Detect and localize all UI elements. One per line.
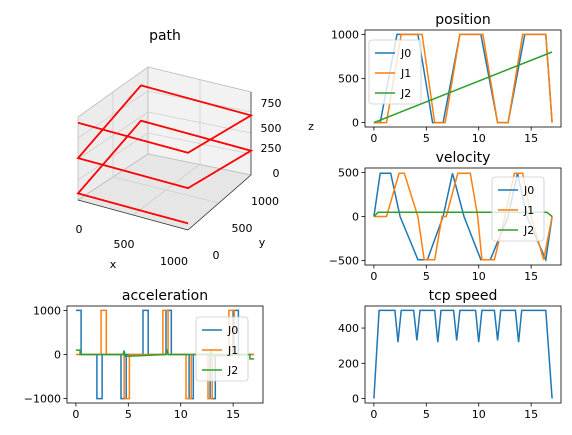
- x-tick-label: 0: [72, 408, 79, 421]
- legend-label: J2: [400, 87, 411, 100]
- position-plot: position 0 5 10 15 0 500 1000 J0 J1 J2: [331, 12, 562, 145]
- y-tick-label: 500: [232, 222, 253, 235]
- x-tick-label: 10: [472, 132, 486, 145]
- x-tick-label: 10: [472, 408, 486, 421]
- series-line-tcp: [373, 309, 553, 399]
- legend-label: J0: [523, 184, 534, 197]
- y-tick-label: 500: [338, 166, 359, 179]
- plot-title: position: [435, 12, 490, 28]
- legend: J0 J1 J2: [491, 176, 545, 242]
- legend-frame: [195, 316, 249, 382]
- plot-frame: [364, 305, 562, 404]
- x-axis-label: x: [110, 258, 117, 271]
- legend-label: J0: [227, 324, 238, 337]
- x-tick-label: 15: [524, 408, 538, 421]
- legend-label: J2: [227, 364, 238, 377]
- legend-label: J0: [400, 47, 411, 60]
- velocity-plot: velocity 0 5 10 15 −500 0 500 J0 J1 J2: [329, 150, 562, 283]
- series-group: [373, 309, 553, 399]
- y-tick-label: 1000: [33, 304, 61, 317]
- y-axis-label: y: [259, 236, 266, 249]
- z-axis-label: z: [308, 120, 314, 133]
- tcp-speed-plot: tcp speed 0 5 10 15 0 200 400: [338, 288, 562, 421]
- legend-label: J1: [400, 67, 411, 80]
- z-tick-label: 250: [261, 142, 282, 155]
- x-tick-label: 500: [114, 238, 135, 251]
- y-tick-label: 0: [54, 349, 61, 362]
- y-tick-label: −1000: [24, 393, 61, 406]
- series-line-j2: [373, 211, 553, 218]
- x-tick-label: 1000: [160, 255, 188, 268]
- legend-frame: [368, 39, 422, 105]
- x-tick-label: 5: [125, 408, 132, 421]
- y-tick-label: 400: [338, 322, 359, 335]
- x-tick-label: 15: [226, 408, 240, 421]
- y-tick-label: 200: [338, 357, 359, 370]
- z-tick-label: 750: [261, 97, 282, 110]
- path-3d-line: [76, 84, 254, 225]
- legend-label: J1: [227, 344, 238, 357]
- acceleration-plot: acceleration 0 5 10 15 −1000 0 1000 J0 J1 J2: [24, 288, 264, 421]
- series-line-j1: [373, 33, 553, 124]
- x-tick-label: 5: [423, 132, 430, 145]
- legend: J0 J1 J2: [195, 316, 249, 382]
- x-tick-label: 15: [524, 270, 538, 283]
- path-x-ticks: 0 500 1000 x: [76, 223, 189, 271]
- series-group: [373, 33, 553, 124]
- x-tick-label: 0: [370, 132, 377, 145]
- z-tick-label: 500: [261, 122, 282, 135]
- legend-label: J2: [523, 224, 534, 237]
- series-line-j2: [373, 51, 553, 124]
- x-axis-line: [77, 199, 189, 231]
- x-tick-label: 0: [76, 223, 83, 236]
- legend-frame: [491, 176, 545, 242]
- x-tick-label: 10: [174, 408, 188, 421]
- series-line-j1: [373, 172, 553, 261]
- legend-label: J1: [523, 204, 534, 217]
- path-z-ticks: 0 250 500 750 z: [261, 97, 315, 180]
- path-y-ticks: 0 500 1000 y: [213, 195, 280, 262]
- y-tick-label: 0: [352, 393, 359, 406]
- x-tick-label: 5: [423, 408, 430, 421]
- x-tick-label: 15: [524, 132, 538, 145]
- x-tick-label: 0: [370, 408, 377, 421]
- y-tick-label: 0: [213, 249, 220, 262]
- y-tick-label: −500: [329, 255, 359, 268]
- y-tick-label: 1000: [331, 28, 359, 41]
- z-tick-label: 0: [273, 167, 280, 180]
- plot-title: velocity: [436, 150, 491, 166]
- legend: J0 J1 J2: [368, 39, 422, 105]
- y-axis-line: [187, 174, 252, 231]
- path-title: path: [149, 28, 181, 44]
- y-tick-label: 1000: [251, 195, 279, 208]
- y-tick-label: 0: [352, 117, 359, 130]
- path-3d-plot: path 0 500 1000 x 0 500 100: [76, 28, 315, 271]
- plot-title: acceleration: [122, 288, 208, 304]
- y-tick-label: 0: [352, 211, 359, 224]
- y-tick-label: 500: [338, 73, 359, 86]
- plot-title: tcp speed: [429, 288, 498, 304]
- x-tick-label: 0: [370, 270, 377, 283]
- x-tick-label: 5: [423, 270, 430, 283]
- x-tick-label: 10: [472, 270, 486, 283]
